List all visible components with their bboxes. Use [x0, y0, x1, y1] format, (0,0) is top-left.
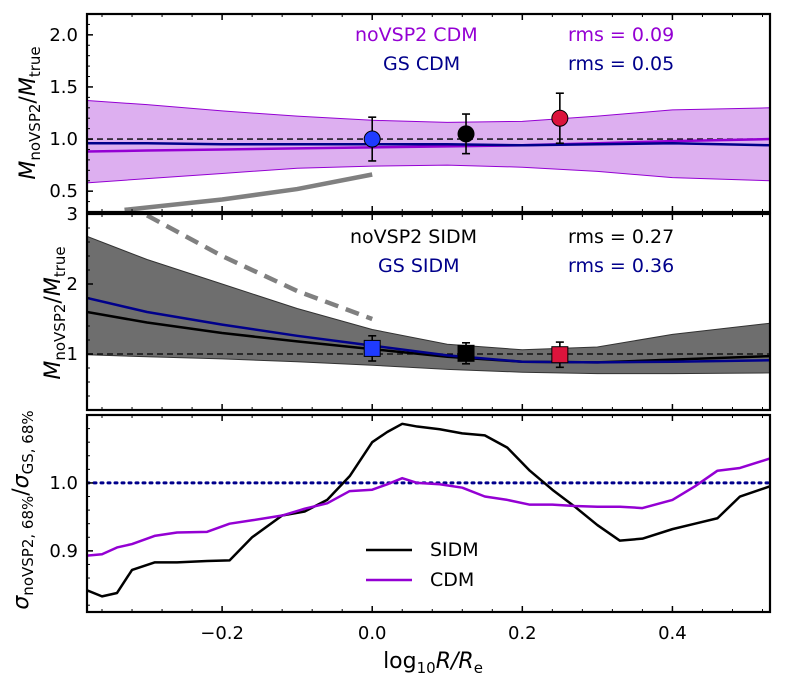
y-tick-label: 2.0: [49, 25, 78, 46]
data-point-red: [551, 109, 569, 127]
y-tick-label: 1.0: [49, 129, 78, 150]
plot-area: [87, 422, 770, 598]
y-tick-label: 1.5: [49, 77, 78, 98]
bottom-ylabel: σnoVSP2, 68%/σGS, 68%: [9, 410, 37, 609]
data-point-black: [457, 344, 475, 362]
data-point-blue: [363, 130, 381, 148]
top-novsp2-rms: rms = 0.09: [568, 24, 674, 46]
series-novsp2-cdm: [87, 137, 770, 153]
plot-area: [87, 99, 770, 212]
series-gs-sidm: [87, 296, 770, 364]
panel-bottom-sigma-ratio: 0.9 1.0 −0.2 0.0 0.2 0.4: [49, 413, 772, 644]
sidm-scatter-band: [87, 235, 770, 375]
mid-novsp2-rms: rms = 0.27: [568, 226, 674, 248]
panel-top-cdm: 0.5 1.0 1.5 2.0: [49, 12, 772, 214]
top-gs-label: GS CDM: [383, 53, 460, 75]
x-tick-label: 0.4: [658, 623, 687, 644]
data-point-black: [457, 125, 475, 143]
series-sidm: [87, 422, 770, 598]
mid-gs-rms: rms = 0.36: [568, 255, 674, 277]
series-gray-dashed: [145, 214, 373, 322]
axes-frame: [85, 12, 772, 214]
y-tick-label: 2: [67, 274, 78, 295]
mid-gs-label: GS SIDM: [378, 255, 460, 277]
panel-middle-sidm: 1 2 3: [67, 204, 772, 412]
series-gs-cdm: [87, 141, 770, 147]
x-tick-label: 0.0: [358, 623, 387, 644]
legend-sidm-label: SIDM: [430, 539, 479, 561]
y-tick-label: 1.0: [49, 473, 78, 494]
y-tick-label: 3: [67, 204, 78, 225]
top-novsp2-label: noVSP2 CDM: [355, 24, 478, 46]
svg-text:MnoVSP2/Mtrue: MnoVSP2/Mtrue: [41, 246, 69, 379]
series-gray-curve: [124, 172, 373, 212]
axes-frame: [85, 413, 772, 614]
cdm-scatter-band: [87, 99, 770, 184]
y-tick-label: 0.5: [49, 181, 78, 202]
series-cdm: [87, 457, 770, 557]
mid-ylabel: MnoVSP2/Mtrue: [41, 246, 69, 379]
mid-novsp2-label: noVSP2 SIDM: [350, 226, 477, 248]
top-gs-rms: rms = 0.05: [568, 53, 674, 75]
data-point-red: [551, 346, 569, 364]
x-tick-label: 0.2: [508, 623, 537, 644]
x-axis-label: log10R/Re: [383, 649, 483, 677]
legend-cdm-label: CDM: [430, 569, 474, 591]
svg-text:MnoVSP2/Mtrue: MnoVSP2/Mtrue: [16, 46, 44, 179]
x-tick-label: −0.2: [200, 623, 244, 644]
plot-area: [87, 214, 770, 375]
y-tick-label: 0.9: [49, 541, 78, 562]
top-ylabel: MnoVSP2/Mtrue: [16, 46, 44, 179]
y-tick-label: 1: [67, 344, 78, 365]
data-point-blue: [363, 339, 381, 357]
svg-text:σnoVSP2, 68%/σGS, 68%: σnoVSP2, 68%/σGS, 68%: [9, 410, 37, 609]
